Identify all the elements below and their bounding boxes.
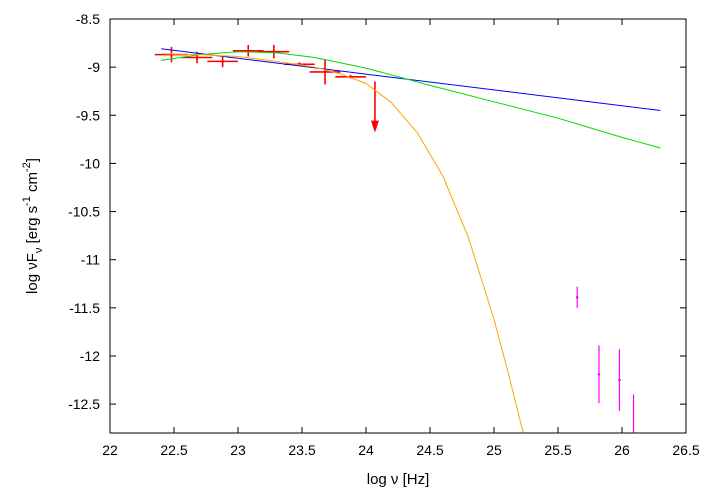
y-tick-label: -8.5 — [76, 11, 100, 27]
point-marker — [195, 56, 199, 59]
x-axis-title: log ν [Hz] — [367, 471, 430, 488]
y-tick-label: -9.5 — [76, 107, 100, 123]
y-axis-title-units-open: [erg s — [24, 206, 41, 248]
axis-ticks — [109, 18, 687, 433]
x-tick-label: 23.5 — [288, 442, 315, 458]
y-tick-label: -12.5 — [68, 396, 100, 412]
fermi_points-data-point — [258, 44, 290, 59]
upper-limit-arrow — [370, 81, 379, 133]
y-axis-title-units-close: ] — [24, 158, 41, 162]
tev_points-data-point — [597, 345, 601, 404]
y-axis-title-main: log νF — [24, 253, 41, 294]
y-axis-title-sub: ν — [33, 247, 45, 253]
y-tick-label: -11 — [81, 252, 100, 268]
tev_points-data-point — [575, 286, 579, 308]
fermi_points-data-point — [207, 55, 238, 68]
point-marker — [221, 60, 224, 63]
y-tick-label: -11.5 — [69, 300, 100, 316]
point-marker — [246, 49, 250, 53]
model_cutoff-curve — [161, 53, 524, 433]
point-marker — [575, 295, 579, 299]
x-tick-label: 26.5 — [672, 442, 699, 458]
fermi_points-data-point — [309, 59, 341, 85]
tev_points-data-point — [632, 394, 635, 444]
plot-frame — [109, 18, 687, 434]
y-tick-label: -10.5 — [68, 204, 100, 220]
y-axis-title-exp2: -2 — [21, 162, 33, 172]
point-marker — [632, 441, 635, 444]
point-marker — [618, 378, 621, 382]
tick-labels: 22 22.5 23 23.5 24 24.5 25 25.5 26 26.5 -8.5 -9 -9.5… — [68, 11, 700, 458]
model_powerlaw-curve — [161, 48, 661, 111]
arrow-head — [370, 120, 379, 133]
x-tick-label: 25.5 — [544, 442, 571, 458]
x-tick-label: 23 — [230, 442, 246, 458]
x-tick-label: 26 — [614, 442, 630, 458]
y-axis-title-exp1: -1 — [21, 196, 33, 206]
y-tick-label: -12 — [80, 348, 100, 364]
x-tick-label: 22 — [102, 442, 118, 458]
x-tick-label: 22.5 — [160, 442, 187, 458]
y-axis-title-units-mid: cm — [24, 172, 41, 196]
x-tick-label: 24 — [358, 442, 374, 458]
y-tick-label: -10 — [80, 155, 100, 171]
y-axis-title: log νFν [erg s-1 cm-2] — [21, 158, 45, 294]
x-tick-label: 24.5 — [416, 442, 443, 458]
point-marker — [597, 372, 601, 376]
y-tick-label: -9 — [88, 59, 101, 75]
fermi_points-data-point — [232, 44, 264, 57]
point-marker — [323, 70, 327, 74]
x-tick-label: 25 — [486, 442, 502, 458]
plot-series — [154, 44, 661, 444]
model_logparabola-curve — [161, 51, 661, 149]
tev_points-data-point — [618, 349, 621, 411]
